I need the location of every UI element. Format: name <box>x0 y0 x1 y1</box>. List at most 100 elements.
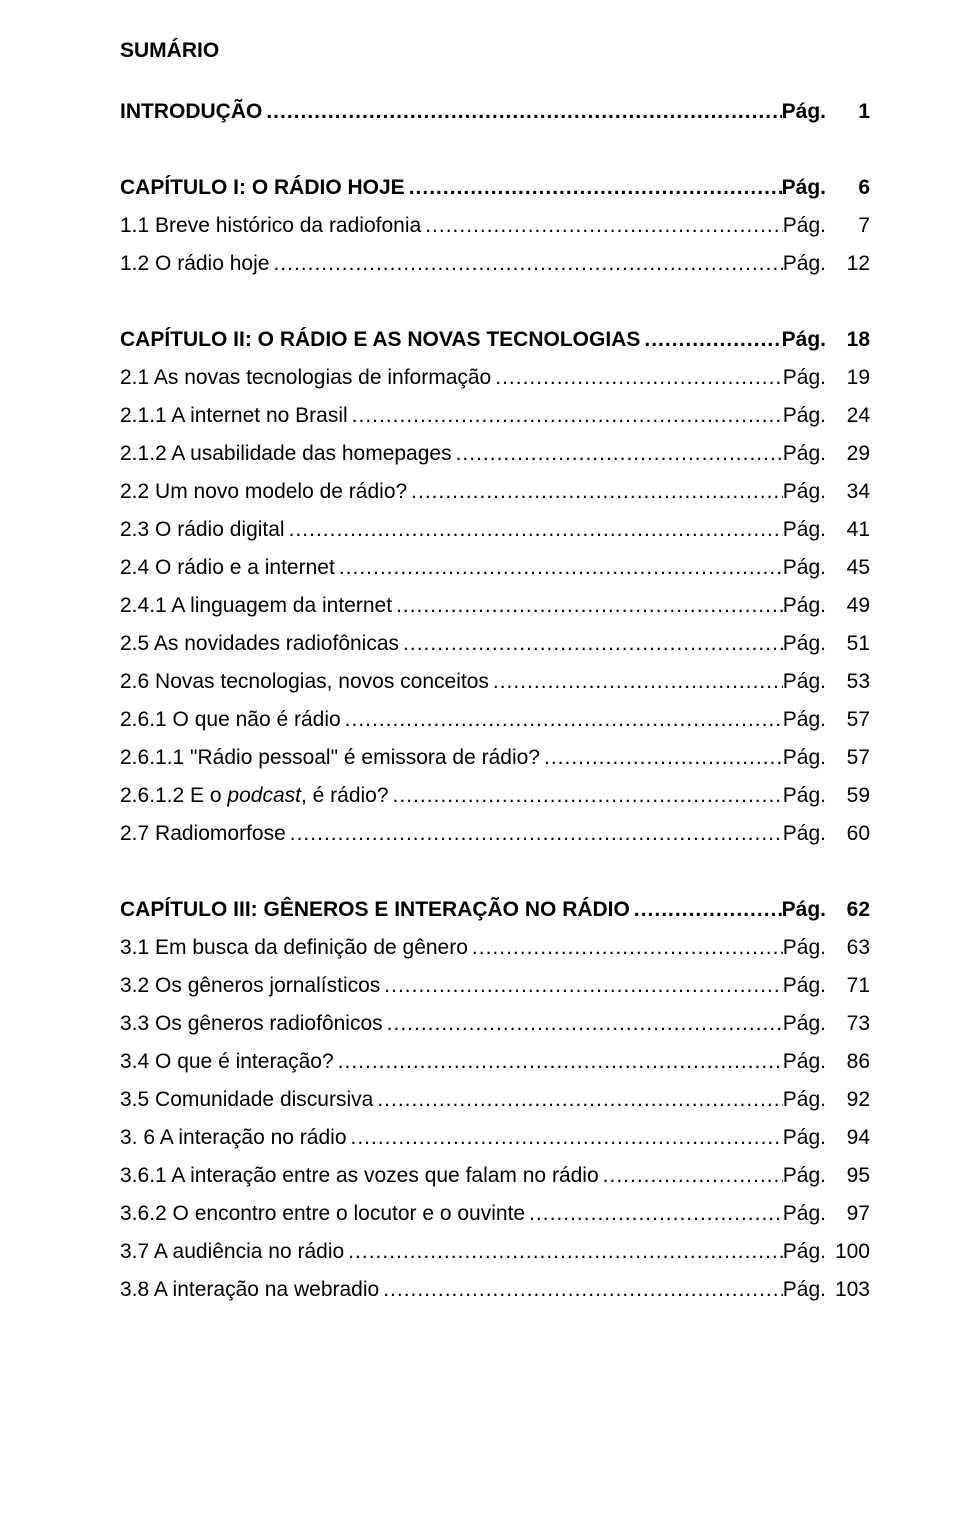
toc-leader-dots: ........................................… <box>347 1127 783 1148</box>
toc-entry-label: 1.1 Breve histórico da radiofonia <box>120 215 421 236</box>
toc-page-number: 19 <box>832 367 870 388</box>
italic-term: podcast <box>227 784 301 807</box>
toc-leader-dots: ........................................… <box>399 633 783 654</box>
toc-entry-row: 3.8 A interação na webradio.............… <box>120 1279 870 1300</box>
toc-page-number: 45 <box>832 557 870 578</box>
toc-entry-label: 3.4 O que é interação? <box>120 1051 334 1072</box>
toc-entry-row: 2.4 O rádio e a internet................… <box>120 557 870 578</box>
toc-entry-label: 2.1.1 A internet no Brasil <box>120 405 348 426</box>
toc-page-prefix: Pág. <box>783 1279 832 1300</box>
section-gap <box>120 291 870 329</box>
toc-entry-row: 3.3 Os gêneros radiofônicos.............… <box>120 1013 870 1034</box>
section-gap <box>120 139 870 177</box>
toc-page-number: 7 <box>832 215 870 236</box>
toc-page-number: 95 <box>832 1165 870 1186</box>
toc-leader-dots: ........................................… <box>344 1241 783 1262</box>
toc-entry-row: 3.4 O que é interação?..................… <box>120 1051 870 1072</box>
toc-page-prefix: Pág. <box>782 329 832 350</box>
toc-page-number: 62 <box>832 899 870 920</box>
toc-entry-row: 2.4.1 A linguagem da internet...........… <box>120 595 870 616</box>
toc-leader-dots: ........................................… <box>262 101 781 122</box>
toc-entry-label: 3.6.1 A interação entre as vozes que fal… <box>120 1165 599 1186</box>
toc-page-prefix: Pág. <box>783 975 832 996</box>
toc-page-prefix: Pág. <box>783 519 832 540</box>
toc-page-prefix: Pág. <box>783 481 832 502</box>
toc-page-number: 1 <box>832 101 870 122</box>
toc-page-number: 86 <box>832 1051 870 1072</box>
toc-entry-label: 2.6.1.2 E o podcast, é rádio? <box>120 785 389 806</box>
toc-chapter-row: CAPÍTULO I: O RÁDIO HOJE................… <box>120 177 870 198</box>
toc-chapter-row: CAPÍTULO III: GÊNEROS E INTERAÇÃO NO RÁD… <box>120 899 870 920</box>
toc-leader-dots: ........................................… <box>392 595 783 616</box>
toc-page-prefix: Pág. <box>783 1089 832 1110</box>
toc-page-prefix: Pág. <box>783 785 832 806</box>
toc-entry-label: 2.1 As novas tecnologias de informação <box>120 367 491 388</box>
toc-entry-label: 3.2 Os gêneros jornalísticos <box>120 975 380 996</box>
toc-entry-label: 2.4 O rádio e a internet <box>120 557 335 578</box>
toc-leader-dots: ........................................… <box>407 481 783 502</box>
toc-leader-dots: ........................................… <box>380 975 783 996</box>
toc-page-number: 53 <box>832 671 870 692</box>
toc-page-number: 73 <box>832 1013 870 1034</box>
toc-entry-label: 3. 6 A interação no rádio <box>120 1127 347 1148</box>
toc-leader-dots: ........................................… <box>285 519 783 540</box>
toc-page-prefix: Pág. <box>783 367 832 388</box>
section-gap <box>120 861 870 899</box>
toc-entry-label: 2.5 As novidades radiofônicas <box>120 633 399 654</box>
toc-entry-label: 3.8 A interação na webradio <box>120 1279 379 1300</box>
toc-page-prefix: Pág. <box>783 595 832 616</box>
toc-page-number: 12 <box>832 253 870 274</box>
toc-entry-label: CAPÍTULO III: GÊNEROS E INTERAÇÃO NO RÁD… <box>120 899 630 920</box>
toc-entry-label: 2.3 O rádio digital <box>120 519 285 540</box>
toc-entry-row: 2.6.1.2 E o podcast, é rádio?...........… <box>120 785 870 806</box>
toc-body: INTRODUÇÃO..............................… <box>120 101 870 1300</box>
toc-leader-dots: ........................................… <box>540 747 783 768</box>
toc-page-number: 34 <box>832 481 870 502</box>
toc-page-number: 60 <box>832 823 870 844</box>
toc-entry-row: 3.7 A audiência no rádio................… <box>120 1241 870 1262</box>
toc-page-prefix: Pág. <box>783 709 832 730</box>
toc-leader-dots: ........................................… <box>599 1165 783 1186</box>
toc-page-number: 63 <box>832 937 870 958</box>
toc-leader-dots: ........................................… <box>491 367 783 388</box>
toc-entry-row: 2.5 As novidades radiofônicas...........… <box>120 633 870 654</box>
toc-chapter-row: INTRODUÇÃO..............................… <box>120 101 870 122</box>
toc-page-number: 41 <box>832 519 870 540</box>
toc-entry-row: 3.1 Em busca da definição de gênero.....… <box>120 937 870 958</box>
toc-entry-label: 1.2 O rádio hoje <box>120 253 269 274</box>
toc-leader-dots: ........................................… <box>286 823 783 844</box>
toc-entry-row: 3.5 Comunidade discursiva...............… <box>120 1089 870 1110</box>
toc-entry-row: 2.1.2 A usabilidade das homepages.......… <box>120 443 870 464</box>
toc-leader-dots: ........................................… <box>334 1051 783 1072</box>
toc-leader-dots: ........................................… <box>452 443 783 464</box>
toc-leader-dots: ........................................… <box>269 253 782 274</box>
toc-entry-label: 2.1.2 A usabilidade das homepages <box>120 443 452 464</box>
toc-entry-row: 3.6.2 O encontro entre o locutor e o ouv… <box>120 1203 870 1224</box>
toc-entry-row: 3. 6 A interação no rádio...............… <box>120 1127 870 1148</box>
toc-page-prefix: Pág. <box>783 215 832 236</box>
toc-page-prefix: Pág. <box>783 633 832 654</box>
toc-leader-dots: ........................................… <box>405 177 782 198</box>
toc-page-number: 29 <box>832 443 870 464</box>
toc-title: SUMÁRIO <box>120 40 870 61</box>
toc-entry-label: 2.6 Novas tecnologias, novos conceitos <box>120 671 489 692</box>
toc-page-number: 51 <box>832 633 870 654</box>
toc-leader-dots: ........................................… <box>383 1013 783 1034</box>
toc-leader-dots: ........................................… <box>640 329 781 350</box>
toc-page-number: 103 <box>832 1279 870 1300</box>
toc-page-prefix: Pág. <box>783 1241 832 1262</box>
toc-leader-dots: ........................................… <box>630 899 782 920</box>
toc-page: SUMÁRIO INTRODUÇÃO......................… <box>0 0 960 1533</box>
toc-page-number: 97 <box>832 1203 870 1224</box>
toc-entry-label: CAPÍTULO I: O RÁDIO HOJE <box>120 177 405 198</box>
toc-entry-label: CAPÍTULO II: O RÁDIO E AS NOVAS TECNOLOG… <box>120 329 640 350</box>
toc-page-number: 24 <box>832 405 870 426</box>
toc-entry-label: 2.7 Radiomorfose <box>120 823 286 844</box>
toc-entry-label: 3.1 Em busca da definição de gênero <box>120 937 468 958</box>
toc-entry-label: 3.5 Comunidade discursiva <box>120 1089 373 1110</box>
toc-page-prefix: Pág. <box>783 557 832 578</box>
toc-page-prefix: Pág. <box>782 177 832 198</box>
toc-page-prefix: Pág. <box>783 747 832 768</box>
toc-entry-row: 2.6 Novas tecnologias, novos conceitos..… <box>120 671 870 692</box>
toc-entry-label: 3.3 Os gêneros radiofônicos <box>120 1013 383 1034</box>
